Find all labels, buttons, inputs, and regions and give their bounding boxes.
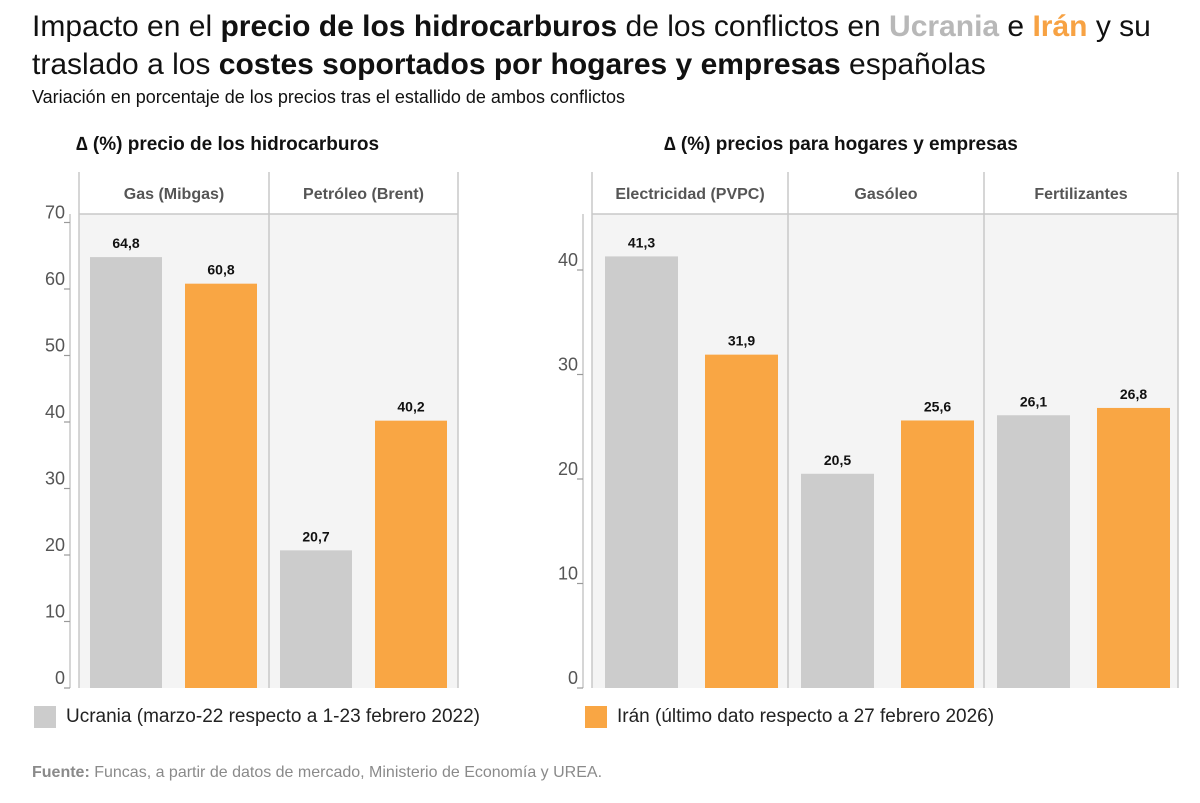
y-tick-label-20: 20 (45, 535, 65, 555)
legend-swatch-ukraine (34, 706, 56, 728)
y-tick-label-20: 20 (558, 459, 578, 479)
data-label-iran-gas-mibgas: 60,8 (207, 262, 234, 278)
legend-item-ukraine: Ucrania (marzo-22 respecto a 1-23 febrer… (34, 706, 480, 728)
bar-ucrania-gas-mibgas (90, 257, 162, 688)
legend-swatch-iran (585, 706, 607, 728)
data-label-ucrania-fertilizantes: 26,1 (1020, 393, 1047, 409)
data-label-ucrania-petroleo-brent: 20,7 (302, 528, 329, 544)
bar-iran-fertilizantes (1097, 407, 1170, 688)
category-label-gas-mibgas: Gas (Mibgas) (124, 186, 224, 203)
bar-ucrania-gasoleo (801, 473, 874, 688)
y-tick-label-10: 10 (45, 602, 65, 622)
data-label-iran-fertilizantes: 26,8 (1120, 386, 1147, 402)
bar-iran-petroleo-brent (375, 420, 447, 688)
data-label-ucrania-gas-mibgas: 64,8 (112, 235, 139, 251)
chart-title: Impacto en el precio de los hidrocarburo… (32, 10, 1151, 81)
category-label-fertilizantes: Fertilizantes (1034, 186, 1127, 203)
bar-iran-gas-mibgas (185, 283, 257, 688)
legend-label-iran: Irán (último dato respecto a 27 febrero … (617, 706, 995, 727)
bar-iran-electricidad-pvpc (705, 354, 778, 688)
category-label-gasoleo: Gasóleo (854, 186, 917, 203)
category-label-electricidad-pvpc: Electricidad (PVPC) (615, 186, 764, 203)
left-panel-title: ∆ (%) precio de los hidrocarburos (76, 134, 380, 155)
y-tick-label-30: 30 (45, 469, 65, 489)
y-tick-label-50: 50 (45, 336, 65, 356)
chart-panel-1: Gas (Mibgas) 64,8 60,8 Petróleo (Brent) 20,7… (45, 172, 459, 689)
y-tick-label-10: 10 (558, 564, 578, 584)
bar-ucrania-petroleo-brent (280, 550, 352, 688)
chart-subtitle: Variación en porcentaje de los precios t… (32, 87, 625, 107)
data-label-iran-gasoleo: 25,6 (924, 398, 951, 414)
category-label-petroleo-brent: Petróleo (Brent) (303, 186, 424, 203)
plot-background (592, 214, 1178, 688)
chart-panel-2: Electricidad (PVPC) 41,3 31,9 Gasóleo 20,5 25… (558, 172, 1179, 689)
legend-label-ukraine: Ucrania (marzo-22 respecto a 1-23 febrer… (66, 706, 480, 727)
y-tick-label-60: 60 (45, 269, 65, 289)
source-note: Fuente: Funcas, a partir de datos de mer… (32, 764, 603, 781)
y-tick-label-40: 40 (558, 250, 578, 270)
title-iran-highlight: Irán (1032, 10, 1088, 43)
y-tick-label-40: 40 (45, 402, 65, 422)
y-tick-label-0: 0 (568, 668, 578, 688)
right-panel-title: ∆ (%) precios para hogares y empresas (664, 134, 1018, 155)
bar-ucrania-fertilizantes (997, 415, 1070, 688)
bar-iran-gasoleo (901, 420, 974, 688)
legend-item-iran: Irán (último dato respecto a 27 febrero … (585, 706, 994, 728)
y-tick-label-30: 30 (558, 355, 578, 375)
y-tick-label-0: 0 (55, 668, 65, 688)
category-header-band (592, 172, 1178, 214)
title-ukraine-highlight: Ucrania (889, 10, 1000, 43)
data-label-iran-electricidad-pvpc: 31,9 (728, 333, 755, 349)
data-label-ucrania-electricidad-pvpc: 41,3 (628, 234, 655, 250)
data-label-ucrania-gasoleo: 20,5 (824, 452, 851, 468)
data-label-iran-petroleo-brent: 40,2 (397, 399, 424, 415)
bar-ucrania-electricidad-pvpc (605, 256, 678, 688)
y-tick-label-70: 70 (45, 203, 65, 223)
